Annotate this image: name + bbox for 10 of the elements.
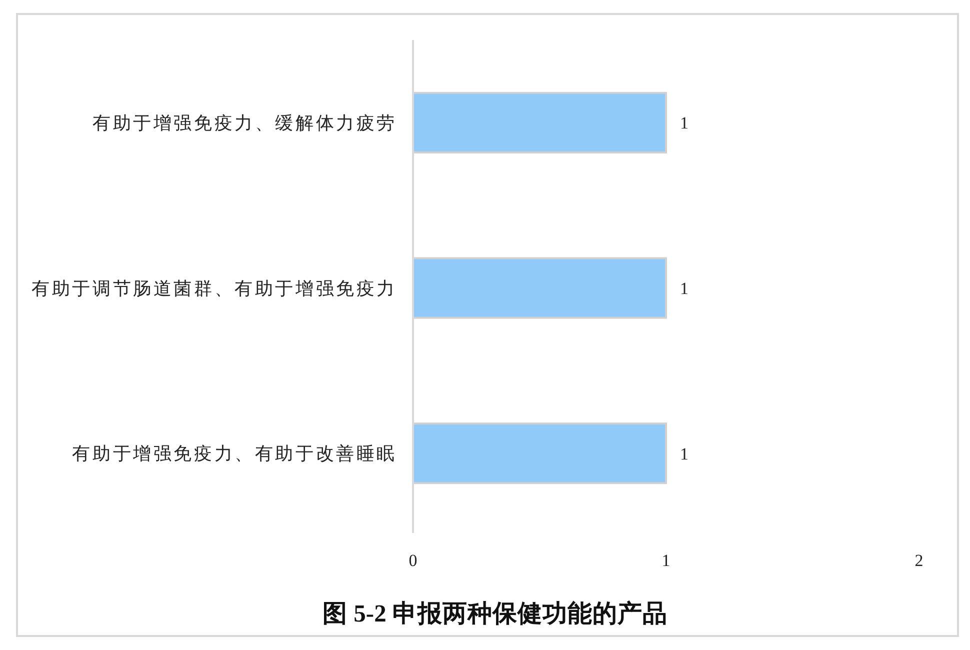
y-tick-label: 有助于增强免疫力、有助于改善睡眠 xyxy=(72,444,397,464)
y-tick-label: 有助于调节肠道菌群、有助于增强免疫力 xyxy=(32,278,397,298)
data-label: 1 xyxy=(680,114,688,133)
y-tick-label: 有助于增强免疫力、缓解体力疲劳 xyxy=(92,112,397,133)
x-tick-label: 2 xyxy=(914,550,924,570)
data-label: 1 xyxy=(680,278,688,298)
text: 图 5-2 申报两种保健功能的产品 xyxy=(322,600,668,628)
x-tick-label: 0 xyxy=(408,550,418,570)
data-label: 1 xyxy=(680,444,688,464)
x-tick-label: 1 xyxy=(662,550,670,570)
